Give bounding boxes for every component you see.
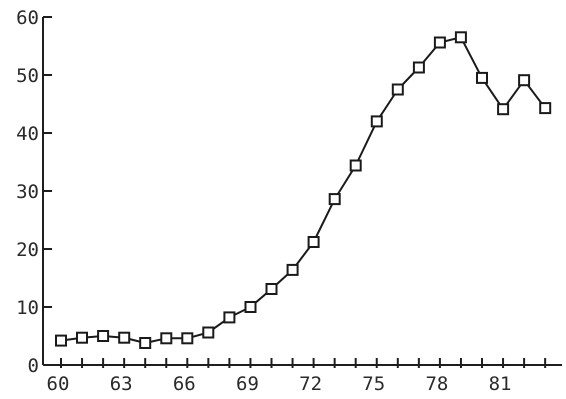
x-tick-label-72: 72 <box>299 373 322 395</box>
data-point-69 <box>244 301 257 313</box>
data-point-66 <box>181 332 194 345</box>
x-tick-label-66: 66 <box>173 373 196 395</box>
data-point-65 <box>160 332 173 345</box>
data-point-67 <box>202 326 215 339</box>
data-point-78 <box>433 36 446 49</box>
series-line-0 <box>60 36 546 344</box>
data-point-74 <box>349 159 362 172</box>
data-point-81 <box>497 103 510 116</box>
y-tick-label-20: 20 <box>16 239 39 261</box>
data-point-80 <box>476 71 488 84</box>
data-point-71 <box>286 263 299 276</box>
data-point-79 <box>454 31 467 44</box>
data-point-73 <box>328 193 341 206</box>
data-point-63 <box>118 331 131 344</box>
y-tick-label-40: 40 <box>16 123 39 145</box>
y-tick-label-60: 60 <box>16 7 39 29</box>
data-point-64 <box>139 337 152 349</box>
x-tick-label-60: 60 <box>47 373 70 395</box>
data-point-77 <box>412 61 425 74</box>
data-point-75 <box>370 115 383 128</box>
x-tick-label-75: 75 <box>362 373 385 395</box>
data-point-82 <box>518 74 531 87</box>
data-point-68 <box>223 311 236 324</box>
data-point-70 <box>265 283 278 295</box>
data-point-61 <box>76 331 88 344</box>
y-tick-label-30: 30 <box>16 181 39 203</box>
data-point-83 <box>539 102 552 115</box>
data-point-72 <box>307 236 320 248</box>
x-tick-label-81: 81 <box>489 373 512 395</box>
y-tick-label-0: 0 <box>28 355 39 377</box>
y-tick-label-10: 10 <box>16 297 39 319</box>
data-point-62 <box>97 330 110 342</box>
plot-area: 0 10 20 30 40 50 60 60 63 66 69 72 75 78 81 <box>16 7 562 395</box>
data-point-60 <box>55 334 67 347</box>
x-tick-label-63: 63 <box>110 373 133 395</box>
x-tick-label-69: 69 <box>236 373 259 395</box>
x-tick-label-78: 78 <box>425 373 448 395</box>
y-tick-label-50: 50 <box>16 65 39 87</box>
data-point-76 <box>391 83 404 96</box>
